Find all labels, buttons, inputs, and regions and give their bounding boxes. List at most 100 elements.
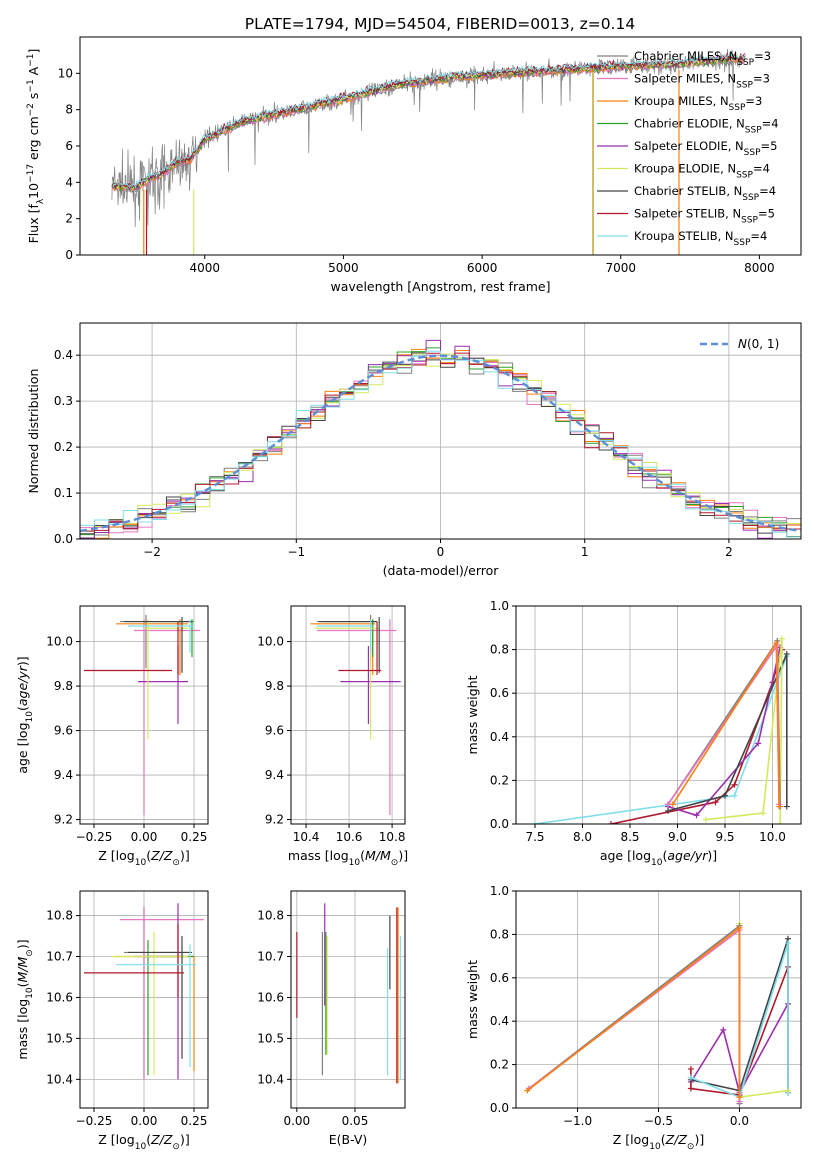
y-tick-label: 10.6 <box>46 990 73 1004</box>
x-tick-label: 10.0 <box>759 830 786 844</box>
weight-marker <box>693 812 700 819</box>
weight-line-4 <box>738 923 789 1099</box>
x-axis-label: wavelength [Angstrom, rest frame] <box>330 279 550 294</box>
weight-marker <box>722 792 728 799</box>
x-axis-label: Z [log10(Z/Z⊙)] <box>98 1132 189 1152</box>
y-tick-label: 10.8 <box>46 909 73 923</box>
weight-marker <box>773 640 780 647</box>
y-tick-label: 8 <box>65 103 73 117</box>
y-tick-label: 9.2 <box>265 813 284 827</box>
weight-marker <box>736 924 743 931</box>
y-tick-label: 0.4 <box>54 348 73 362</box>
axes-age_vs_Z: −0.25 0.00 0.25 9.2 9.4 9.6 9.8 10.0 Z [log10(Z/… <box>15 605 209 868</box>
y-tick-label: 10.6 <box>257 990 284 1004</box>
y-tick-label: 0.8 <box>490 927 509 941</box>
x-tick-label: 7.5 <box>525 830 544 844</box>
x-tick-label: 0.00 <box>131 1114 158 1128</box>
x-tick-label: 0.00 <box>283 1114 310 1128</box>
y-tick-label: 10 <box>58 66 73 80</box>
x-axis-label: (data-model)/error <box>383 563 500 578</box>
x-tick-label: 10.6 <box>336 830 363 844</box>
axes-age_vs_mass: 10.4 10.6 10.8 9.2 9.4 9.6 9.8 10.0 mass [log10(… <box>257 605 408 868</box>
legend-label: Chabrier MILES, NSSP=3 <box>634 49 771 68</box>
axes-spectrum: 4000 5000 6000 7000 8000 0 2 4 6 8 10 wavelength [A… <box>26 36 802 294</box>
x-axis-label: age [log10(age/yr)] <box>600 848 717 868</box>
weight-marker <box>760 810 766 817</box>
x-tick-label: −0.5 <box>644 1114 673 1128</box>
y-tick-label: 0.6 <box>490 686 509 700</box>
legend-label: Kroupa MILES, NSSP=3 <box>634 94 762 113</box>
y-tick-label: 10.7 <box>46 950 73 964</box>
x-tick-label: 9.0 <box>668 830 687 844</box>
axes-frame <box>515 605 802 825</box>
legend-label: N(0, 1) <box>738 337 779 351</box>
weight-line-7 <box>526 926 741 1098</box>
y-tick-label: 10.8 <box>257 909 284 923</box>
x-tick-label: −1.0 <box>563 1114 592 1128</box>
x-tick-label: −1 <box>287 545 305 559</box>
y-tick-label: 6 <box>65 139 73 153</box>
y-tick-label: 2 <box>65 212 73 226</box>
y-tick-label: 10.0 <box>257 635 284 649</box>
y-tick-label: 10.5 <box>257 1031 284 1045</box>
y-tick-label: 0.2 <box>54 440 73 454</box>
weight-marker <box>755 740 762 747</box>
y-tick-label: 1.0 <box>490 599 509 613</box>
plot-area <box>80 339 801 539</box>
x-axis-label: mass [log10(M/M⊙)] <box>288 848 408 868</box>
weight-line-6 <box>528 928 741 1102</box>
x-tick-label: 5000 <box>328 261 359 275</box>
weight-line-3 <box>667 653 788 812</box>
weight-line-4 <box>705 638 783 824</box>
weight-marker <box>665 807 671 814</box>
y-tick-label: 10.4 <box>46 1072 73 1086</box>
x-tick-label: 7000 <box>605 261 636 275</box>
y-tick-label: 0.2 <box>490 773 509 787</box>
spectrum-legend: Chabrier MILES, NSSP=3 Salpeter MILES, NS… <box>597 49 779 248</box>
residual-histogram-4 <box>80 339 801 539</box>
x-tick-label: 0.25 <box>181 1114 208 1128</box>
weight-marker <box>669 801 676 808</box>
x-tick-label: −0.25 <box>76 830 113 844</box>
y-tick-label: 0.0 <box>490 817 509 831</box>
legend-label: Kroupa ELODIE, NSSP=4 <box>634 162 770 181</box>
weight-marker <box>776 803 783 810</box>
y-axis-label: Flux [fλ10−17 erg cm−2 s−1 A−1] <box>26 49 46 244</box>
y-tick-label: 0.2 <box>490 1058 509 1072</box>
plot-area <box>310 614 401 816</box>
y-tick-label: 9.4 <box>54 768 73 782</box>
y-tick-label: 9.4 <box>265 768 284 782</box>
y-tick-label: 0.6 <box>490 971 509 985</box>
y-tick-label: 0.3 <box>54 394 73 408</box>
y-tick-label: 0.4 <box>490 1014 509 1028</box>
x-tick-label: 10.4 <box>293 830 320 844</box>
weight-marker <box>731 781 738 788</box>
x-tick-label: 9.5 <box>715 830 734 844</box>
axes-massweight_vs_Z: −1.0 −0.5 0.0 0.0 0.2 0.4 0.6 0.8 1.0 Z [log10(Z/… <box>465 884 802 1152</box>
weight-marker <box>785 940 792 947</box>
plot-area <box>111 48 746 255</box>
weight-marker <box>777 821 784 824</box>
x-tick-label: 6000 <box>467 261 498 275</box>
y-tick-label: 10.5 <box>46 1031 73 1045</box>
plot-area <box>84 614 200 816</box>
axes-mass_vs_Z: −0.25 0.00 0.25 10.4 10.5 10.6 10.7 10.8 Z [log1… <box>15 890 209 1152</box>
axes-residuals: −2 −1 0 1 2 0.0 0.1 0.2 0.3 0.4 (data-model)/error… <box>26 322 802 578</box>
x-tick-label: 0.00 <box>131 830 158 844</box>
legend-label: Chabrier STELIB, NSSP=4 <box>634 184 776 203</box>
y-tick-label: 9.2 <box>54 813 73 827</box>
y-axis-label: mass [log10(M/M⊙)] <box>15 939 35 1059</box>
weight-line-2 <box>667 647 781 817</box>
weight-marker <box>779 635 785 642</box>
axes-frame <box>290 605 406 825</box>
x-tick-label: 0 <box>437 545 445 559</box>
weight-line-0 <box>690 1003 789 1095</box>
model-spectrum-4 <box>111 54 745 191</box>
plot-area <box>532 635 790 824</box>
y-tick-label: 9.8 <box>54 679 73 693</box>
axes-massweight_vs_age: 7.5 8.0 8.5 9.0 9.5 10.0 0.0 0.2 0.4 0.6 0.8 1.0 age… <box>465 599 802 868</box>
weight-marker <box>703 816 709 823</box>
y-axis-label: age [log10(age/yr)] <box>15 656 35 773</box>
weight-line-3 <box>690 942 789 1099</box>
